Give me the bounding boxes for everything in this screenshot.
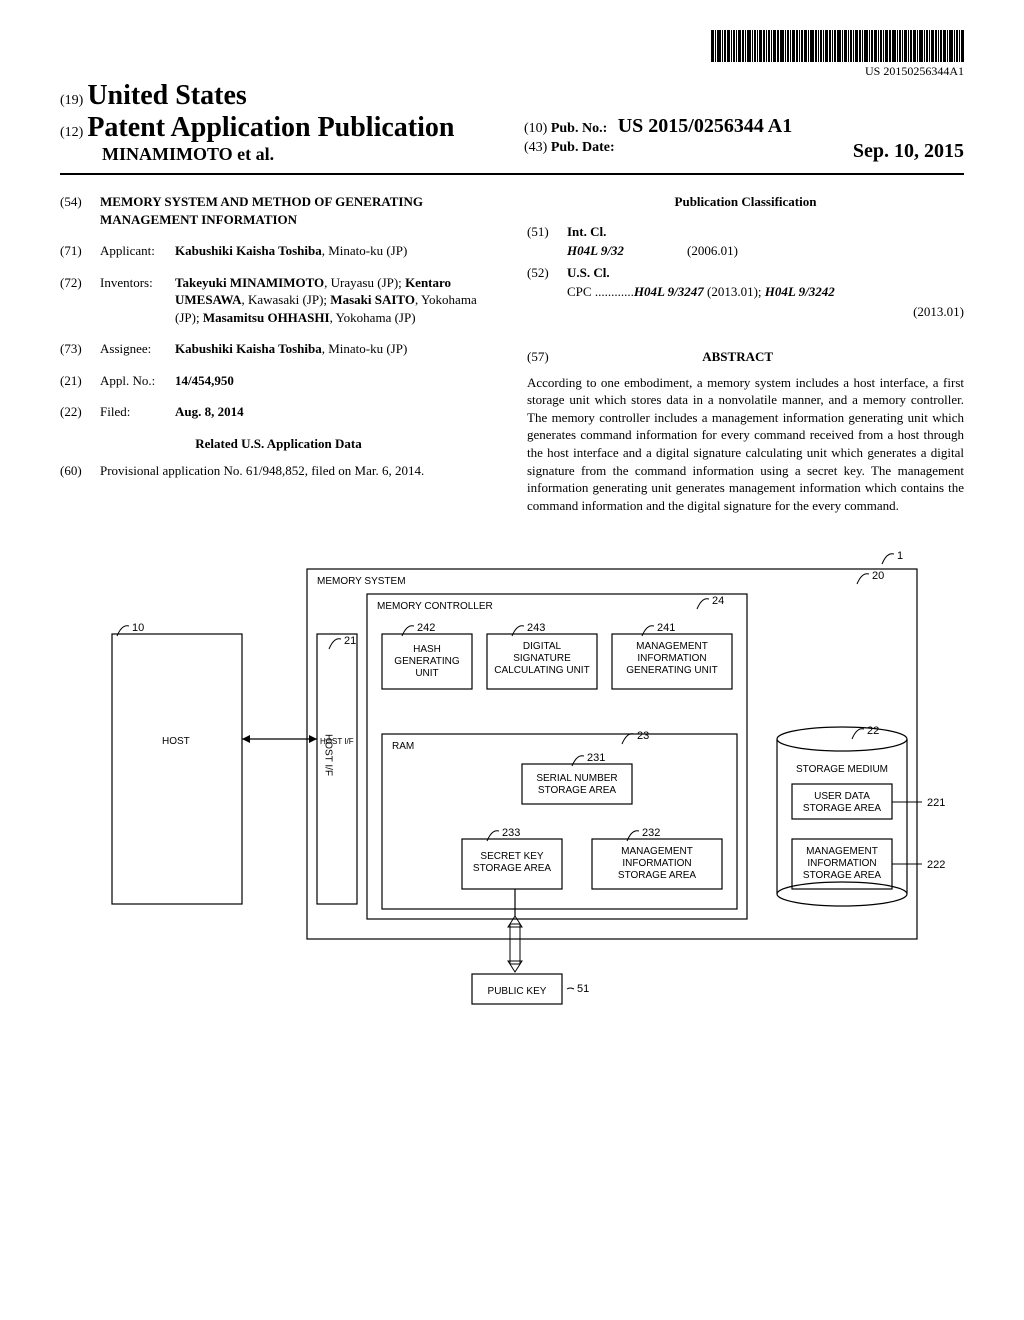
field-21-num: (21) (60, 372, 100, 390)
svg-text:MANAGEMENT: MANAGEMENT (621, 846, 693, 857)
field-22-label: Filed: (100, 403, 175, 421)
svg-text:20: 20 (872, 570, 884, 582)
pub-no: US 2015/0256344 A1 (618, 115, 792, 137)
svg-text:21: 21 (344, 635, 356, 647)
abstract-num: (57) (527, 349, 549, 364)
barcode: US 20150256344A1 (711, 30, 964, 79)
svg-text:MEMORY SYSTEM: MEMORY SYSTEM (317, 576, 406, 587)
pub-date: Sep. 10, 2015 (853, 140, 964, 163)
svg-text:STORAGE AREA: STORAGE AREA (803, 803, 882, 814)
field-52-label: U.S. Cl. (567, 264, 610, 282)
field-54-num: (54) (60, 193, 100, 228)
field-21-label: Appl. No.: (100, 372, 175, 390)
svg-text:MEMORY CONTROLLER: MEMORY CONTROLLER (377, 601, 493, 612)
field-22-num: (22) (60, 403, 100, 421)
svg-text:51: 51 (577, 983, 589, 995)
svg-text:STORAGE MEDIUM: STORAGE MEDIUM (796, 764, 888, 775)
field-60-num: (60) (60, 462, 100, 480)
related-heading: Related U.S. Application Data (60, 435, 497, 453)
field-51-date: (2006.01) (687, 242, 738, 260)
field-54-title: MEMORY SYSTEM AND METHOD OF GENERATING M… (100, 194, 423, 227)
code-12: (12) (60, 125, 83, 140)
svg-text:INFORMATION: INFORMATION (807, 858, 876, 869)
field-52-cpc: CPC ............H04L 9/3247 (2013.01); H… (567, 283, 835, 301)
svg-text:SECRET KEY: SECRET KEY (480, 851, 543, 862)
figure-1: 1 MEMORY SYSTEM 20 MEMORY CONTROLLER 24 … (60, 544, 964, 1014)
svg-text:231: 231 (587, 752, 605, 764)
field-71-label: Applicant: (100, 242, 175, 260)
field-60-val: Provisional application No. 61/948,852, … (100, 462, 497, 480)
svg-text:22: 22 (867, 725, 879, 737)
svg-text:241: 241 (657, 622, 675, 634)
barcode-lines (711, 30, 964, 62)
code-43: (43) (524, 140, 547, 155)
svg-text:STORAGE AREA: STORAGE AREA (473, 863, 552, 874)
svg-text:HOST I/F: HOST I/F (320, 737, 354, 746)
field-72-num: (72) (60, 274, 100, 327)
svg-text:MANAGEMENT: MANAGEMENT (636, 641, 708, 652)
svg-text:242: 242 (417, 622, 435, 634)
svg-text:CALCULATING UNIT: CALCULATING UNIT (494, 665, 589, 676)
svg-text:1: 1 (897, 550, 903, 562)
field-73-num: (73) (60, 340, 100, 358)
country: United States (87, 80, 246, 111)
svg-text:221: 221 (927, 797, 945, 809)
field-71-val: Kabushiki Kaisha Toshiba (175, 243, 322, 258)
svg-text:UNIT: UNIT (415, 668, 438, 679)
field-22-val: Aug. 8, 2014 (175, 404, 244, 419)
svg-text:STORAGE AREA: STORAGE AREA (618, 870, 697, 881)
left-column: (54) MEMORY SYSTEM AND METHOD OF GENERAT… (60, 193, 497, 514)
abstract-text: According to one embodiment, a memory sy… (527, 374, 964, 514)
abstract-heading: ABSTRACT (552, 348, 923, 366)
field-72-label: Inventors: (100, 274, 175, 327)
svg-text:222: 222 (927, 859, 945, 871)
svg-text:HASH: HASH (413, 644, 441, 655)
pub-no-label: Pub. No.: (551, 121, 607, 136)
svg-text:RAM: RAM (392, 741, 414, 752)
right-column: Publication Classification (51) Int. Cl.… (527, 193, 964, 514)
svg-text:STORAGE AREA: STORAGE AREA (803, 870, 882, 881)
svg-text:STORAGE AREA: STORAGE AREA (538, 785, 617, 796)
field-73-val: Kabushiki Kaisha Toshiba (175, 341, 322, 356)
field-71-num: (71) (60, 242, 100, 260)
svg-text:USER DATA: USER DATA (814, 791, 870, 802)
field-51-code: H04L 9/32 (567, 243, 624, 258)
code-19: (19) (60, 93, 83, 108)
svg-text:HOST: HOST (162, 736, 190, 747)
svg-text:INFORMATION: INFORMATION (637, 653, 706, 664)
svg-text:DIGITAL: DIGITAL (523, 641, 562, 652)
field-52-date2: (2013.01) (527, 303, 964, 321)
header-rule (60, 173, 964, 175)
svg-text:233: 233 (502, 827, 520, 839)
svg-text:243: 243 (527, 622, 545, 634)
svg-text:PUBLIC KEY: PUBLIC KEY (488, 986, 547, 997)
code-10: (10) (524, 121, 547, 136)
svg-text:24: 24 (712, 595, 724, 607)
publication-type: Patent Application Publication (87, 112, 454, 143)
svg-text:10: 10 (132, 622, 144, 634)
svg-text:SERIAL NUMBER: SERIAL NUMBER (536, 773, 617, 784)
field-73-label: Assignee: (100, 340, 175, 358)
barcode-text: US 20150256344A1 (711, 64, 964, 79)
field-72-val: Takeyuki MINAMIMOTO, Urayasu (JP); Kenta… (175, 274, 497, 327)
svg-text:MANAGEMENT: MANAGEMENT (806, 846, 878, 857)
svg-text:SIGNATURE: SIGNATURE (513, 653, 571, 664)
classification-heading: Publication Classification (527, 193, 964, 211)
svg-text:23: 23 (637, 730, 649, 742)
pub-date-label: Pub. Date: (551, 140, 615, 155)
field-21-val: 14/454,950 (175, 373, 234, 388)
diagram-svg: 1 MEMORY SYSTEM 20 MEMORY CONTROLLER 24 … (72, 544, 952, 1014)
svg-text:INFORMATION: INFORMATION (622, 858, 691, 869)
field-51-num: (51) (527, 223, 567, 241)
svg-text:GENERATING: GENERATING (394, 656, 460, 667)
field-51-label: Int. Cl. (567, 223, 606, 241)
field-52-num: (52) (527, 264, 567, 282)
svg-text:232: 232 (642, 827, 660, 839)
svg-text:GENERATING UNIT: GENERATING UNIT (626, 665, 717, 676)
